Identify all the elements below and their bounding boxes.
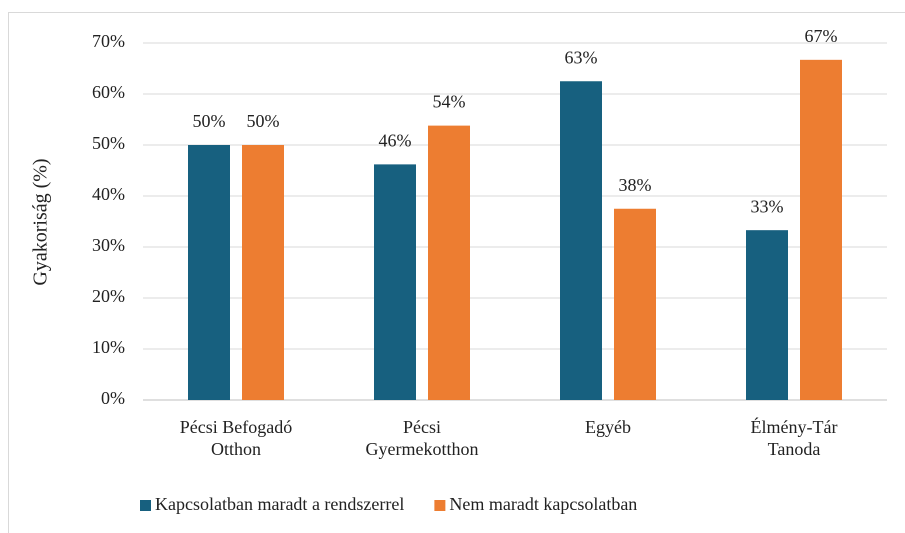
x-tick-label: Pécsi Gyermekotthon [365,417,479,459]
x-tick-label: Élmény-Tár Tanoda [750,417,838,459]
y-axis-title: Gyakoriság (%) [30,158,52,285]
bar [242,145,284,400]
y-tick-label: 30% [92,235,125,255]
y-tick-label: 40% [92,184,125,204]
bar [188,145,230,400]
data-label: 67% [805,26,838,46]
bar [614,208,656,400]
data-label: 46% [379,131,412,151]
y-tick-label: 20% [92,286,125,306]
y-tick-label: 70% [92,31,125,51]
chart-border [8,12,905,533]
y-tick-label: 50% [92,133,125,153]
x-tick-label: Egyéb [585,417,631,437]
x-tick-label: Pécsi Befogadó Otthon [179,417,293,459]
legend-swatch [434,500,446,511]
legend-label: Kapcsolatban maradt a rendszerrel [155,494,404,514]
bar [428,125,470,401]
data-label: 33% [751,196,784,216]
data-label: 50% [193,111,226,131]
data-label: 63% [565,47,598,67]
bar [800,59,842,401]
data-label: 50% [247,111,280,131]
bar [746,230,788,400]
legend-label: Nem maradt kapcsolatban [449,494,637,514]
y-tick-label: 10% [92,337,125,357]
bar [560,81,602,400]
data-label: 38% [619,175,652,195]
data-label: 54% [433,92,466,112]
y-tick-label: 0% [101,388,125,408]
legend-swatch [140,500,151,511]
bar [374,164,416,400]
y-tick-label: 60% [92,82,125,102]
